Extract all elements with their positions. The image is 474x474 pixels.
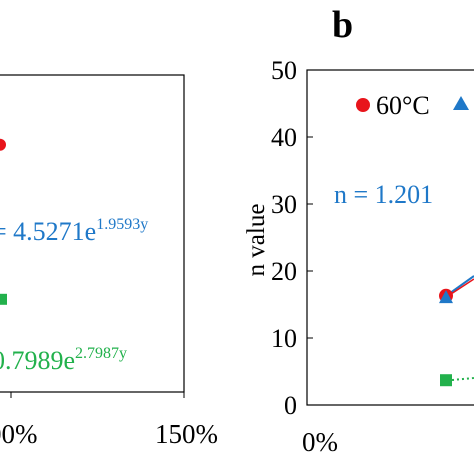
- legend-label-60c: 60°C: [376, 91, 430, 120]
- panel-a-x-tick-label: 00%: [0, 419, 38, 449]
- panel-a-plot-frame: [0, 74, 185, 393]
- legend-red-circle-marker: [356, 98, 370, 112]
- panel-a-x-tick-label: 150%: [155, 419, 218, 449]
- panel-b-green-point: [440, 374, 452, 387]
- panel-b-y-ticks: 0 10 20 30 40 50: [271, 56, 313, 420]
- panel-b-y-tick-label: 0: [284, 391, 297, 420]
- panel-b: b n value 0 10 20 30 40 50 0% 60°C n = 1.201: [243, 4, 474, 457]
- panel-b-plot-frame: [306, 69, 474, 406]
- panel-a-blue-equation: = 4.5271e1.9593y: [0, 216, 148, 246]
- panel-b-x-tick-label: 0%: [302, 427, 338, 457]
- panel-b-y-tick-label: 10: [271, 324, 297, 353]
- panel-b-y-tick-label: 20: [271, 257, 297, 286]
- panel-b-y-tick-label: 40: [271, 123, 297, 152]
- legend-blue-triangle-marker: [453, 96, 469, 110]
- panel-a-red-point: [0, 138, 6, 151]
- panel-b-label: b: [332, 4, 353, 46]
- panel-b-equation: n = 1.201: [334, 180, 433, 209]
- panel-b-y-tick-label: 30: [271, 190, 297, 219]
- panel-a-green-point: [0, 293, 7, 305]
- panel-b-y-axis-label: n value: [243, 204, 270, 277]
- panel-b-legend: 60°C: [356, 91, 469, 120]
- panel-a: 00% 150% = 4.5271e1.9593y 0.7989e2.7987y: [0, 74, 218, 449]
- panel-a-green-equation: 0.7989e2.7987y: [0, 345, 127, 375]
- panel-b-y-tick-label: 50: [271, 56, 297, 85]
- panel-b-green-fit-line: [451, 377, 474, 381]
- panel-b-blue-point: [439, 290, 453, 304]
